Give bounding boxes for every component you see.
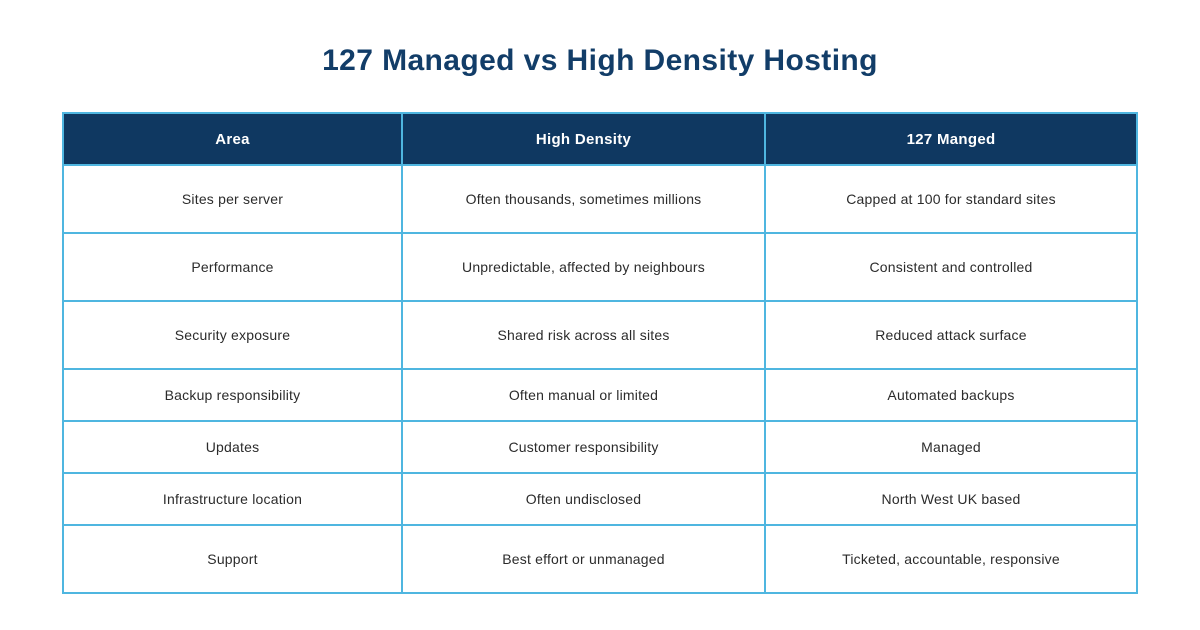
table-row-infrastructure-location: Infrastructure location Often undisclose…: [62, 472, 1138, 526]
table-cell: Unpredictable, affected by neighbours: [401, 232, 766, 302]
table-body: Sites per server Often thousands, someti…: [62, 164, 1138, 594]
table-cell: Infrastructure location: [62, 472, 403, 526]
comparison-table: Area High Density 127 Manged Sites per s…: [62, 112, 1138, 594]
column-header-area: Area: [62, 112, 403, 166]
table-cell: Managed: [764, 420, 1138, 474]
table-cell: Shared risk across all sites: [401, 300, 766, 370]
table-row-backup-responsibility: Backup responsibility Often manual or li…: [62, 368, 1138, 422]
table-cell: Customer responsibility: [401, 420, 766, 474]
table-row-support: Support Best effort or unmanaged Tickete…: [62, 524, 1138, 594]
table-row-performance: Performance Unpredictable, affected by n…: [62, 232, 1138, 302]
table-cell: Consistent and controlled: [764, 232, 1138, 302]
table-cell: Often thousands, sometimes millions: [401, 164, 766, 234]
table-cell: Security exposure: [62, 300, 403, 370]
table-row-updates: Updates Customer responsibility Managed: [62, 420, 1138, 474]
table-cell: Ticketed, accountable, responsive: [764, 524, 1138, 594]
column-header-127-managed: 127 Manged: [764, 112, 1138, 166]
table-cell: Support: [62, 524, 403, 594]
table-cell: Best effort or unmanaged: [401, 524, 766, 594]
table-header: Area High Density 127 Manged: [62, 112, 1138, 166]
table-row-security-exposure: Security exposure Shared risk across all…: [62, 300, 1138, 370]
column-header-high-density: High Density: [401, 112, 766, 166]
table-cell: Performance: [62, 232, 403, 302]
table-cell: Capped at 100 for standard sites: [764, 164, 1138, 234]
table-cell: Sites per server: [62, 164, 403, 234]
table-cell: Reduced attack surface: [764, 300, 1138, 370]
table-cell: Updates: [62, 420, 403, 474]
table-cell: North West UK based: [764, 472, 1138, 526]
page-title: 127 Managed vs High Density Hosting: [322, 44, 878, 77]
table-cell: Often manual or limited: [401, 368, 766, 422]
table-row-sites-per-server: Sites per server Often thousands, someti…: [62, 164, 1138, 234]
header-row: Area High Density 127 Manged: [62, 112, 1138, 166]
table-cell: Backup responsibility: [62, 368, 403, 422]
table-cell: Often undisclosed: [401, 472, 766, 526]
table-cell: Automated backups: [764, 368, 1138, 422]
